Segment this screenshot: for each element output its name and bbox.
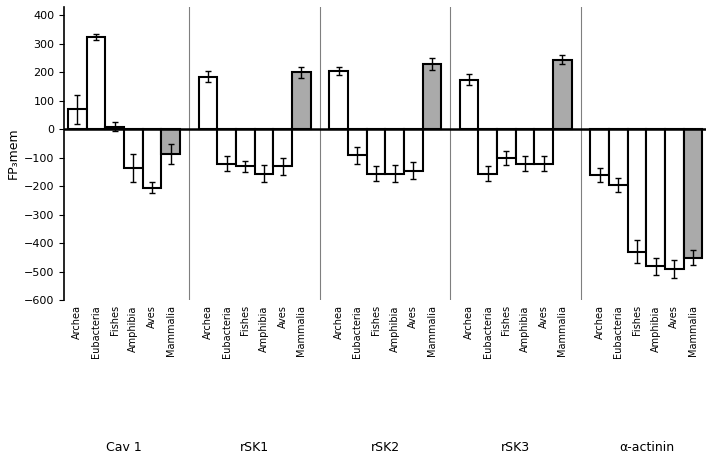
Bar: [497, 129, 515, 158]
Bar: [255, 129, 273, 174]
Bar: [236, 129, 255, 166]
Bar: [199, 77, 217, 129]
Bar: [106, 127, 124, 129]
Bar: [124, 129, 143, 168]
Bar: [292, 73, 311, 129]
Bar: [404, 129, 423, 171]
Bar: [68, 109, 87, 129]
Bar: [143, 129, 161, 188]
Bar: [535, 129, 553, 164]
Bar: [684, 129, 702, 258]
Bar: [627, 129, 647, 252]
Bar: [515, 129, 535, 164]
Bar: [385, 129, 404, 174]
Text: α-actinin: α-actinin: [619, 441, 674, 454]
Bar: [647, 129, 665, 266]
Text: rSK3: rSK3: [501, 441, 530, 454]
Bar: [553, 60, 572, 129]
Bar: [273, 129, 292, 166]
Bar: [161, 129, 180, 154]
Bar: [366, 129, 385, 174]
Bar: [217, 129, 236, 164]
Text: rSK2: rSK2: [371, 441, 400, 454]
Bar: [460, 79, 478, 129]
Bar: [87, 37, 106, 129]
Bar: [478, 129, 497, 174]
Bar: [348, 129, 366, 155]
Bar: [609, 129, 627, 185]
Y-axis label: FP₃mem: FP₃mem: [7, 128, 20, 179]
Text: rSK1: rSK1: [240, 441, 270, 454]
Text: Cav 1: Cav 1: [106, 441, 142, 454]
Bar: [665, 129, 684, 269]
Bar: [590, 129, 609, 175]
Bar: [423, 64, 441, 129]
Bar: [329, 71, 348, 129]
